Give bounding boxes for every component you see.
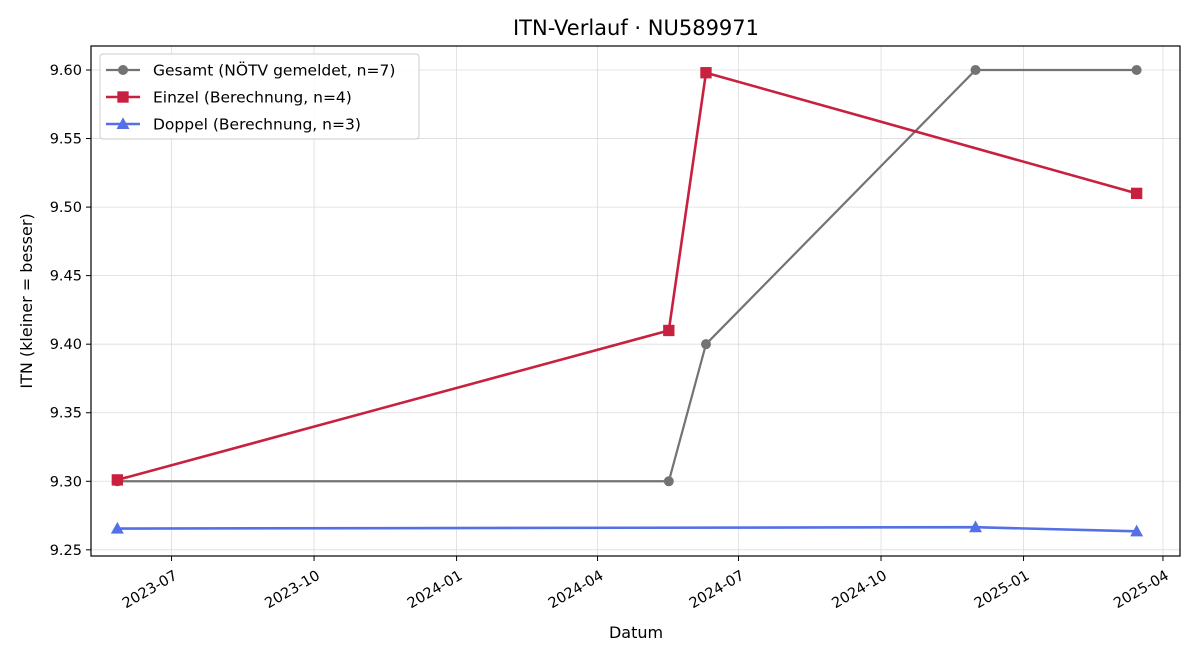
x-tick-label: 2024-07 <box>687 568 747 612</box>
data-point <box>969 520 982 533</box>
x-tick-label: 2025-01 <box>972 568 1032 612</box>
data-point <box>1131 64 1142 75</box>
chart-title: ITN-Verlauf · NU589971 <box>513 16 759 40</box>
x-tick-label: 2023-10 <box>262 568 322 612</box>
data-point <box>111 474 124 486</box>
y-tick-label: 9.60 <box>50 63 82 79</box>
y-tick-label: 9.55 <box>50 132 82 148</box>
data-point <box>110 521 124 534</box>
legend-entry: Doppel (Berechnung, n=3) <box>153 116 361 134</box>
x-tick-label: 2024-01 <box>405 568 465 612</box>
legend-marker <box>116 117 130 129</box>
series-3 <box>110 520 1144 537</box>
data-point <box>970 64 981 75</box>
legend-marker <box>117 91 129 103</box>
legend-box <box>99 53 420 140</box>
y-axis-label: ITN (kleiner = besser) <box>17 213 36 388</box>
legend: Gesamt (NÖTV gemeldet, n=7) Einzel (Berec… <box>99 53 420 140</box>
data-point <box>663 476 674 487</box>
y-tick-label: 9.40 <box>50 337 82 353</box>
y-tick-label: 9.45 <box>50 269 82 285</box>
y-tick-label: 9.50 <box>50 200 82 216</box>
y-tick-label: 9.35 <box>50 406 82 422</box>
legend-entry: Einzel (Berechnung, n=4) <box>153 89 352 107</box>
x-axis: 2023-07 2023-10 2024-01 2024-04 2024-07 2024-… <box>120 556 1172 612</box>
x-tick-label: 2024-10 <box>829 568 889 612</box>
legend-marker <box>118 65 128 75</box>
y-axis: 9.25 9.30 9.35 9.40 9.45 9.50 9.55 9.60 <box>50 63 91 559</box>
x-tick-label: 2023-07 <box>120 568 180 612</box>
data-point <box>663 324 675 337</box>
series-line <box>116 71 1137 482</box>
data-point <box>1130 187 1143 200</box>
series-line <box>117 525 1137 533</box>
series-layer <box>110 64 1144 537</box>
y-tick-label: 9.30 <box>50 474 82 490</box>
series-2 <box>111 67 1143 486</box>
x-tick-label: 2024-04 <box>546 568 606 612</box>
grid <box>91 46 1180 556</box>
plot-frame <box>90 45 1181 557</box>
data-point <box>700 339 711 350</box>
legend-entry: Gesamt (NÖTV gemeldet, n=7) <box>153 61 395 80</box>
data-point <box>700 67 712 79</box>
data-point <box>1130 524 1144 537</box>
y-tick-label: 9.25 <box>50 543 82 559</box>
x-axis-label: Datum <box>609 623 663 642</box>
x-tick-label: 2025-04 <box>1111 568 1171 612</box>
